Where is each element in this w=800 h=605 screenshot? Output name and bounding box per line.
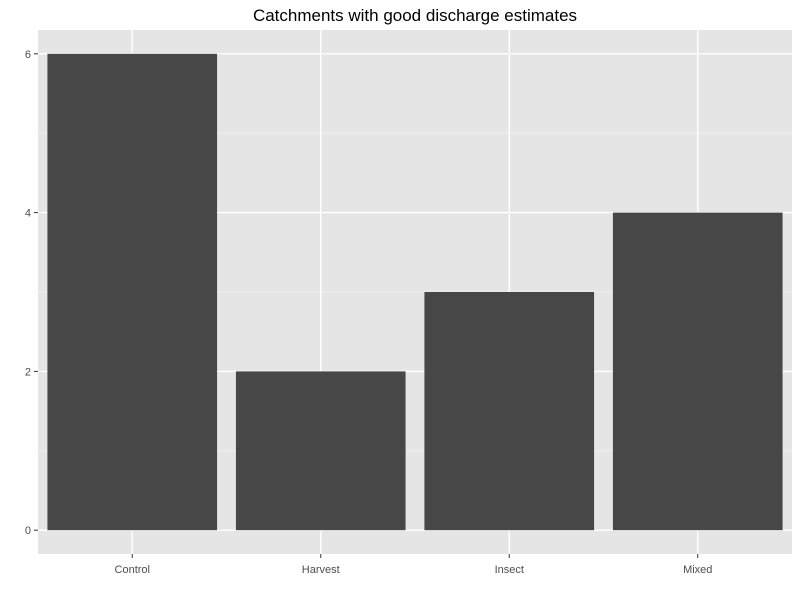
x-tick-label: Insect — [495, 564, 524, 576]
bar-mixed — [612, 212, 783, 531]
y-tick-label: 6 — [25, 49, 31, 61]
bar-insect — [424, 292, 595, 531]
x-axis: Control Harvest Insect Mixed — [115, 554, 712, 576]
bar-harvest — [235, 371, 406, 531]
y-tick-label: 0 — [25, 525, 31, 537]
bar-control — [47, 53, 218, 531]
chart-title: Catchments with good discharge estimates — [253, 6, 577, 25]
x-tick-label: Mixed — [683, 564, 712, 576]
x-tick-label: Harvest — [302, 564, 340, 576]
y-tick-label: 2 — [25, 366, 31, 378]
y-tick-label: 4 — [25, 208, 31, 220]
x-tick-label: Control — [115, 564, 150, 576]
bars — [47, 53, 783, 531]
y-axis: 0 2 4 6 — [25, 49, 38, 537]
